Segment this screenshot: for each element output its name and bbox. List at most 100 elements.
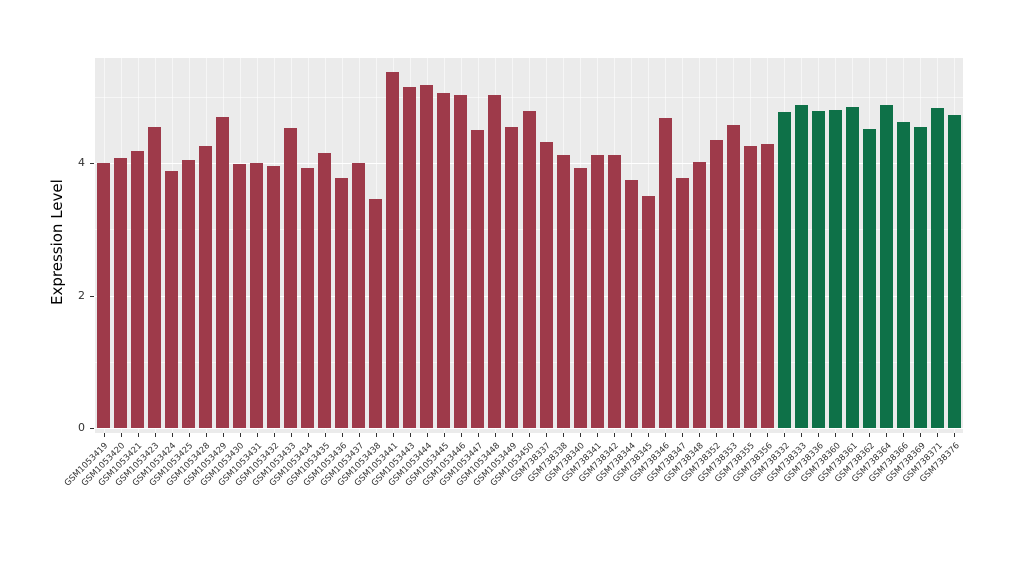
bar <box>148 126 162 428</box>
x-tick-mark <box>494 433 496 437</box>
bar <box>267 166 281 428</box>
bar <box>726 125 740 428</box>
x-tick-mark <box>716 433 718 437</box>
bar <box>182 159 196 428</box>
x-tick-mark <box>460 433 462 437</box>
x-tick-mark <box>546 433 548 437</box>
bar <box>811 111 825 428</box>
bar <box>658 117 672 428</box>
y-tick-label: 4 <box>78 156 85 169</box>
bar <box>471 129 485 428</box>
x-tick-mark <box>477 433 479 437</box>
bar <box>216 116 230 428</box>
bar <box>199 146 213 428</box>
y-tick-mark <box>90 295 94 297</box>
x-tick-mark <box>784 433 786 437</box>
bar <box>709 139 723 428</box>
y-tick-mark <box>90 163 94 164</box>
x-tick-mark <box>631 433 633 437</box>
y-axis-title: Expression Level <box>48 179 66 305</box>
x-tick-mark <box>682 433 684 437</box>
x-tick-mark <box>818 433 820 437</box>
bar <box>386 72 400 428</box>
bar <box>369 199 383 428</box>
x-tick-mark <box>375 433 377 437</box>
x-tick-mark <box>426 433 428 437</box>
x-tick-mark <box>409 433 411 437</box>
bar <box>539 141 553 428</box>
bar <box>743 146 757 428</box>
x-tick-mark <box>511 433 513 437</box>
plot-panel <box>95 58 963 433</box>
bar <box>522 111 536 428</box>
x-tick-mark <box>699 433 701 437</box>
x-tick-mark <box>954 433 956 437</box>
bar <box>947 114 961 428</box>
bar <box>488 95 502 428</box>
bar <box>828 110 842 428</box>
bar <box>573 167 587 428</box>
x-tick-mark <box>597 433 599 437</box>
bar <box>794 104 808 428</box>
x-tick-mark <box>239 433 241 437</box>
bar <box>777 112 791 428</box>
bar <box>420 84 434 428</box>
x-tick-mark <box>665 433 667 437</box>
x-tick-mark <box>358 433 360 437</box>
x-tick-mark <box>290 433 292 437</box>
bar <box>131 151 145 428</box>
x-tick-mark <box>171 433 173 437</box>
y-tick-mark <box>90 428 94 429</box>
bar <box>454 95 468 428</box>
bar <box>879 104 893 428</box>
x-tick-mark <box>886 433 888 437</box>
y-tick-label: 0 <box>78 421 85 434</box>
bar <box>318 153 332 428</box>
bar <box>505 126 519 428</box>
x-tick-mark <box>937 433 939 437</box>
x-tick-mark <box>205 433 207 437</box>
x-tick-mark <box>903 433 905 437</box>
x-tick-mark <box>733 433 735 437</box>
x-tick-mark <box>801 433 803 437</box>
x-tick-mark <box>767 433 769 437</box>
x-tick-mark <box>869 433 871 437</box>
x-tick-mark <box>392 433 394 437</box>
x-tick-mark <box>852 433 854 437</box>
x-tick-mark <box>443 433 445 437</box>
bar <box>760 144 774 428</box>
bar <box>437 93 451 428</box>
bar <box>845 106 859 428</box>
x-tick-mark <box>137 433 139 437</box>
bar <box>930 108 944 428</box>
x-tick-mark <box>103 433 105 437</box>
x-tick-mark <box>120 433 122 437</box>
bar <box>301 168 315 428</box>
bar <box>233 164 247 428</box>
x-tick-mark <box>256 433 258 437</box>
bar <box>896 121 910 428</box>
bar <box>250 163 264 428</box>
bar <box>335 177 349 428</box>
x-tick-mark <box>648 433 650 437</box>
y-tick-label: 2 <box>78 288 85 302</box>
bar <box>692 161 706 428</box>
x-tick-mark <box>341 433 343 437</box>
bar <box>556 155 570 428</box>
x-tick-mark <box>563 433 565 437</box>
bar <box>675 177 689 428</box>
x-tick-mark <box>188 433 190 437</box>
bar <box>352 163 366 428</box>
bar <box>590 155 604 428</box>
bar <box>607 155 621 428</box>
bar <box>165 170 179 428</box>
x-tick-mark <box>920 433 922 437</box>
x-tick-mark <box>835 433 837 437</box>
bar <box>862 128 876 428</box>
bar <box>403 86 417 428</box>
bar <box>913 126 927 428</box>
bar <box>284 127 298 428</box>
x-tick-mark <box>154 433 156 437</box>
x-tick-mark <box>529 433 530 437</box>
